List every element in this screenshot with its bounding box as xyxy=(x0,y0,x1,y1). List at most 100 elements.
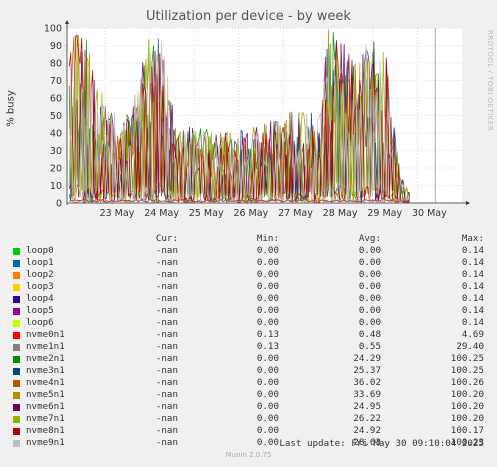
legend-name: nvme2n1 xyxy=(26,353,65,364)
legend-max: 0.14 xyxy=(461,317,484,328)
legend-name: loop2 xyxy=(26,269,54,280)
legend-name: nvme5n1 xyxy=(26,389,65,400)
x-tick-label: 25 May xyxy=(189,208,224,219)
legend-avg: 0.55 xyxy=(358,341,381,352)
legend-min: 0.00 xyxy=(256,377,279,388)
legend-max: 0.14 xyxy=(461,245,484,256)
y-tick-label: 70 xyxy=(50,76,62,87)
chart-title: Utilization per device - by week xyxy=(146,9,351,24)
legend-name: loop3 xyxy=(26,281,54,292)
legend-row-nvme5n1: nvme5n1 -nan 0.00 33.69 100.20 xyxy=(0,389,497,401)
legend-max: 100.23 xyxy=(450,437,484,448)
plot-area: 0 10 20 30 40 50 60 70 80 90 100 23 May 24 May 25 May… xyxy=(44,20,470,219)
legend-avg: 0.00 xyxy=(358,317,381,328)
legend-row-loop0: loop0 -nan 0.00 0.00 0.14 xyxy=(0,245,497,257)
x-tick-label: 26 May xyxy=(233,208,268,219)
legend-name: loop4 xyxy=(26,293,54,304)
legend-max: 4.69 xyxy=(461,329,484,340)
last-update: Last update: Fri May 30 09:10:04 2025 xyxy=(279,438,484,449)
y-tick-label: 40 xyxy=(50,129,62,140)
legend-max: 0.14 xyxy=(461,305,484,316)
x-tick-label: 28 May xyxy=(323,208,358,219)
legend-name: nvme1n1 xyxy=(26,341,65,352)
legend-min: 0.00 xyxy=(256,389,279,400)
legend-avg: 0.00 xyxy=(358,245,381,256)
legend-max: 100.20 xyxy=(450,389,484,400)
legend-swatch xyxy=(13,272,20,279)
y-tick-label: 0 xyxy=(56,199,62,210)
legend-min: 0.00 xyxy=(256,293,279,304)
legend-header: Cur: Min: Avg: Max: xyxy=(0,233,497,245)
legend-row-loop3: loop3 -nan 0.00 0.00 0.14 xyxy=(0,281,497,293)
legend-min: 0.00 xyxy=(256,401,279,412)
legend-row-loop4: loop4 -nan 0.00 0.00 0.14 xyxy=(0,293,497,305)
legend-avg: 28.63 xyxy=(353,437,381,448)
legend-min: 0.00 xyxy=(256,413,279,424)
legend-max: 0.14 xyxy=(461,293,484,304)
y-tick-label: 80 xyxy=(50,59,62,70)
legend-cur: -nan xyxy=(155,257,178,268)
legend-cur: -nan xyxy=(155,401,178,412)
legend-avg: 24.95 xyxy=(353,401,381,412)
legend-max: 100.25 xyxy=(450,353,484,364)
legend-max: 0.14 xyxy=(461,257,484,268)
legend-max: 0.14 xyxy=(461,269,484,280)
legend-name: nvme3n1 xyxy=(26,365,65,376)
legend-cur: -nan xyxy=(155,437,178,448)
legend-name: nvme4n1 xyxy=(26,377,65,388)
legend-min: 0.00 xyxy=(256,257,279,268)
legend-min: 0.00 xyxy=(256,425,279,436)
legend-max: 29.40 xyxy=(456,341,484,352)
legend-row-loop6: loop6 -nan 0.00 0.00 0.14 xyxy=(0,317,497,329)
y-tick-label: 10 xyxy=(50,181,62,192)
y-tick-label: 60 xyxy=(50,94,62,105)
legend-min: 0.00 xyxy=(256,317,279,328)
legend-row-loop2: loop2 -nan 0.00 0.00 0.14 xyxy=(0,269,497,281)
legend-swatch xyxy=(13,404,20,411)
y-tick-label: 50 xyxy=(50,111,62,122)
y-tick-label: 100 xyxy=(44,24,62,35)
x-tick-label: 27 May xyxy=(278,208,313,219)
legend-table: Cur: Min: Avg: Max: loop0 -nan 0.00 0.00 0.1… xyxy=(0,233,497,449)
legend-name: loop6 xyxy=(26,317,54,328)
legend-min: 0.00 xyxy=(256,281,279,292)
legend-cur: -nan xyxy=(155,353,178,364)
legend-swatch xyxy=(13,380,20,387)
x-tick-label: 24 May xyxy=(144,208,179,219)
legend-max: 100.17 xyxy=(450,425,484,436)
legend-row-nvme7n1: nvme7n1 -nan 0.00 26.22 100.20 xyxy=(0,413,497,425)
legend-swatch xyxy=(13,428,20,435)
legend-row-nvme1n1: nvme1n1 -nan 0.13 0.55 29.40 xyxy=(0,341,497,353)
legend-name: nvme7n1 xyxy=(26,413,65,424)
legend-row-nvme3n1: nvme3n1 -nan 0.00 25.37 100.25 xyxy=(0,365,497,377)
x-tick-label: 30 May xyxy=(412,208,447,219)
legend-cur: -nan xyxy=(155,341,178,352)
legend-cur: -nan xyxy=(155,305,178,316)
legend-swatch xyxy=(13,296,20,303)
legend-row-nvme9n1: nvme9n1 -nan 0.00 28.63 100.23 xyxy=(0,437,497,449)
x-tick-label: 29 May xyxy=(367,208,402,219)
legend-min: 0.13 xyxy=(256,341,279,352)
legend-max: 100.25 xyxy=(450,365,484,376)
legend-row-nvme8n1: nvme8n1 -nan 0.00 24.92 100.17 xyxy=(0,425,497,437)
legend-swatch xyxy=(13,356,20,363)
legend-row-nvme0n1: nvme0n1 -nan 0.13 0.48 4.69 xyxy=(0,329,497,341)
y-tick-label: 20 xyxy=(50,164,62,175)
series-line-nvme0n1 xyxy=(69,199,409,203)
legend-max: 100.20 xyxy=(450,413,484,424)
header-cur: Cur: xyxy=(155,233,178,244)
legend-avg: 24.29 xyxy=(353,353,381,364)
munin-version: Munin 2.0.75 xyxy=(225,451,272,459)
legend-avg: 0.00 xyxy=(358,269,381,280)
legend-avg: 26.22 xyxy=(353,413,381,424)
legend-cur: -nan xyxy=(155,245,178,256)
legend-cur: -nan xyxy=(155,365,178,376)
legend-name: nvme0n1 xyxy=(26,329,65,340)
legend-min: 0.00 xyxy=(256,437,279,448)
legend-swatch xyxy=(13,416,20,423)
legend-cur: -nan xyxy=(155,317,178,328)
legend-avg: 0.00 xyxy=(358,257,381,268)
legend-swatch xyxy=(13,260,20,267)
x-tick-label: 23 May xyxy=(100,208,135,219)
